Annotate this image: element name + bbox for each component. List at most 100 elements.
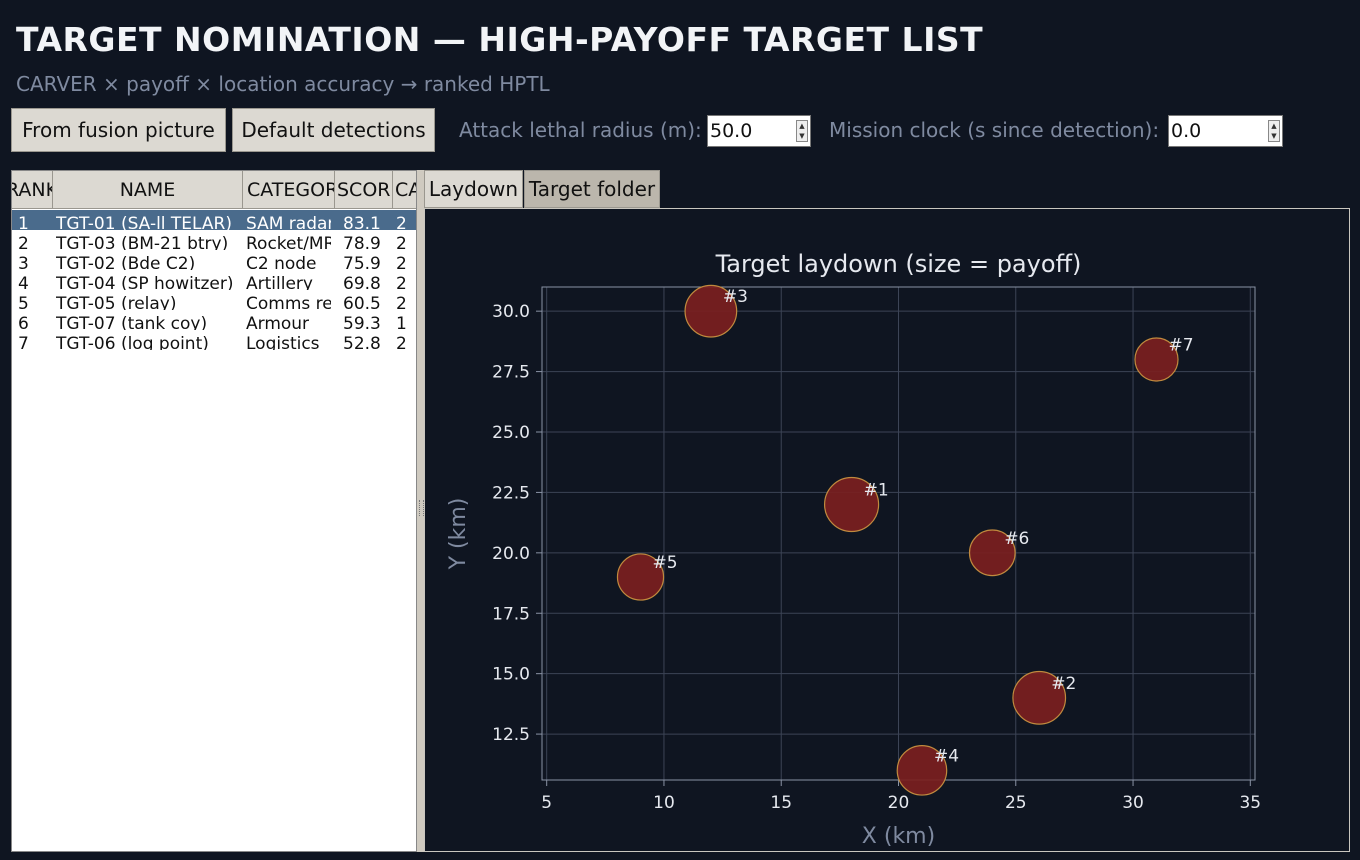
cell-name: TGT-07 (tank coy) bbox=[56, 314, 208, 330]
splitter-grip-icon[interactable] bbox=[419, 500, 424, 516]
hptl-table[interactable]: RANK NAME CATEGORY SCORE CA 1 TGT-01 (SA-… bbox=[11, 170, 417, 852]
target-marker[interactable] bbox=[1012, 670, 1067, 725]
attack-lethal-radius-spinbox[interactable]: ▲▼ bbox=[707, 115, 811, 147]
cell-ca: 2 bbox=[396, 334, 407, 350]
tab-laydown[interactable]: Laydown bbox=[424, 170, 523, 208]
y-tick-label: 25.0 bbox=[492, 423, 530, 443]
y-tick-label: 22.5 bbox=[492, 483, 530, 503]
x-tick-label: 25 bbox=[1005, 793, 1027, 813]
spin-up-icon[interactable]: ▲ bbox=[799, 122, 805, 130]
cell-score: 69.8 bbox=[343, 274, 381, 290]
target-label: #3 bbox=[723, 287, 748, 307]
target-label: #5 bbox=[653, 553, 678, 573]
cell-ca: 2 bbox=[396, 254, 407, 270]
page-title: TARGET NOMINATION — HIGH-PAYOFF TARGET L… bbox=[16, 20, 984, 59]
target-marker[interactable] bbox=[968, 529, 1016, 577]
x-tick-label: 5 bbox=[541, 793, 552, 813]
y-tick-label: 15.0 bbox=[492, 665, 530, 685]
y-tick-label: 27.5 bbox=[492, 363, 530, 383]
target-marker[interactable] bbox=[1134, 337, 1179, 382]
target-label: #2 bbox=[1051, 674, 1076, 694]
tab-target-folder[interactable]: Target folder bbox=[524, 170, 660, 208]
cell-name: TGT-03 (BM-21 btry) bbox=[56, 234, 229, 250]
y-tick-label: 30.0 bbox=[492, 302, 530, 322]
target-marker[interactable] bbox=[823, 476, 880, 533]
cell-score: 60.5 bbox=[343, 294, 381, 310]
target-label: #6 bbox=[1004, 529, 1029, 549]
cell-rank: 4 bbox=[18, 274, 29, 290]
cell-rank: 1 bbox=[18, 214, 29, 230]
y-tick-label: 12.5 bbox=[492, 725, 530, 745]
table-row[interactable]: 3 TGT-02 (Bde C2) C2 node 75.9 2 bbox=[12, 250, 416, 270]
cell-name: TGT-06 (log point) bbox=[56, 334, 209, 350]
table-row[interactable]: 5 TGT-05 (relay) Comms relay 60.5 2 bbox=[12, 290, 416, 310]
y-tick-label: 17.5 bbox=[492, 604, 530, 624]
column-header-ca[interactable]: CA bbox=[393, 171, 416, 209]
cell-score: 75.9 bbox=[343, 254, 381, 270]
spin-down-icon[interactable]: ▼ bbox=[1271, 132, 1277, 140]
cell-category: Artillery bbox=[246, 274, 313, 290]
default-detections-button[interactable]: Default detections bbox=[232, 108, 435, 152]
column-header-score[interactable]: SCORE bbox=[335, 171, 393, 209]
cell-category: Rocket/MRL bbox=[246, 234, 331, 250]
cell-category: SAM radar bbox=[246, 214, 331, 230]
cell-rank: 3 bbox=[18, 254, 29, 270]
cell-category: Comms relay bbox=[246, 294, 331, 310]
target-marker[interactable] bbox=[616, 553, 665, 601]
cell-ca: 2 bbox=[396, 294, 407, 310]
from-fusion-picture-button[interactable]: From fusion picture bbox=[11, 108, 226, 152]
attack-lethal-radius-input[interactable] bbox=[710, 118, 790, 144]
target-label: #4 bbox=[934, 746, 959, 766]
cell-category: C2 node bbox=[246, 254, 317, 270]
page-subtitle: CARVER × payoff × location accuracy → ra… bbox=[16, 72, 550, 96]
mission-clock-label: Mission clock (s since detection): bbox=[829, 118, 1160, 142]
cell-score: 83.1 bbox=[343, 214, 381, 230]
cell-name: TGT-01 (SA-ll TELAR) bbox=[56, 214, 232, 230]
target-marker[interactable] bbox=[684, 284, 738, 338]
mission-clock-input[interactable] bbox=[1171, 118, 1262, 144]
cell-rank: 5 bbox=[18, 294, 29, 310]
cell-category: Logistics bbox=[246, 334, 320, 350]
cell-score: 78.9 bbox=[343, 234, 381, 250]
cell-category: Armour bbox=[246, 314, 310, 330]
x-tick-label: 35 bbox=[1239, 793, 1261, 813]
column-header-rank[interactable]: RANK bbox=[12, 171, 53, 209]
column-header-name[interactable]: NAME bbox=[53, 171, 243, 209]
spin-up-icon[interactable]: ▲ bbox=[1271, 122, 1277, 130]
cell-rank: 7 bbox=[18, 334, 29, 350]
clock-spin-arrows[interactable]: ▲ ▼ bbox=[1268, 120, 1280, 142]
cell-ca: 2 bbox=[396, 234, 407, 250]
y-axis-label: Y (km) bbox=[446, 498, 471, 571]
target-label: #1 bbox=[864, 481, 889, 501]
cell-rank: 2 bbox=[18, 234, 29, 250]
table-row[interactable]: 6 TGT-07 (tank coy) Armour 59.3 1 bbox=[12, 310, 416, 330]
table-row[interactable]: 2 TGT-03 (BM-21 btry) Rocket/MRL 78.9 2 bbox=[12, 230, 416, 250]
plot-frame bbox=[541, 286, 1256, 781]
table-row[interactable]: 4 TGT-04 (SP howitzer) Artillery 69.8 2 bbox=[12, 270, 416, 290]
cell-name: TGT-04 (SP howitzer) bbox=[56, 274, 234, 290]
y-tick-label: 20.0 bbox=[492, 544, 530, 564]
x-tick-label: 15 bbox=[770, 793, 792, 813]
x-tick-label: 30 bbox=[1122, 793, 1144, 813]
cell-ca: 1 bbox=[396, 314, 407, 330]
cell-ca: 2 bbox=[396, 214, 407, 230]
x-tick-label: 10 bbox=[653, 793, 675, 813]
target-marker[interactable] bbox=[896, 744, 948, 796]
target-label: #7 bbox=[1168, 336, 1193, 356]
cell-ca: 2 bbox=[396, 274, 407, 290]
cell-rank: 6 bbox=[18, 314, 29, 330]
pane-splitter[interactable] bbox=[417, 170, 424, 852]
laydown-chart: Target laydown (size = payoff) 5 10 15 20 25 3… bbox=[446, 250, 1261, 849]
radius-spin-arrows[interactable]: ▲ ▼ bbox=[796, 120, 808, 142]
cell-score: 59.3 bbox=[343, 314, 381, 330]
x-tick-label: 20 bbox=[888, 793, 910, 813]
mission-clock-spinbox[interactable]: ▲▼ bbox=[1168, 115, 1283, 147]
table-row[interactable]: 7 TGT-06 (log point) Logistics 52.8 2 bbox=[12, 330, 416, 350]
column-header-category[interactable]: CATEGORY bbox=[243, 171, 335, 209]
chart-title: Target laydown (size = payoff) bbox=[715, 250, 1082, 278]
attack-lethal-radius-label: Attack lethal radius (m): bbox=[459, 118, 702, 142]
x-axis-label: X (km) bbox=[862, 824, 935, 849]
table-row[interactable]: 1 TGT-01 (SA-ll TELAR) SAM radar 83.1 2 bbox=[12, 210, 416, 230]
spin-down-icon[interactable]: ▼ bbox=[799, 132, 805, 140]
table-header: RANK NAME CATEGORY SCORE CA bbox=[12, 171, 416, 209]
